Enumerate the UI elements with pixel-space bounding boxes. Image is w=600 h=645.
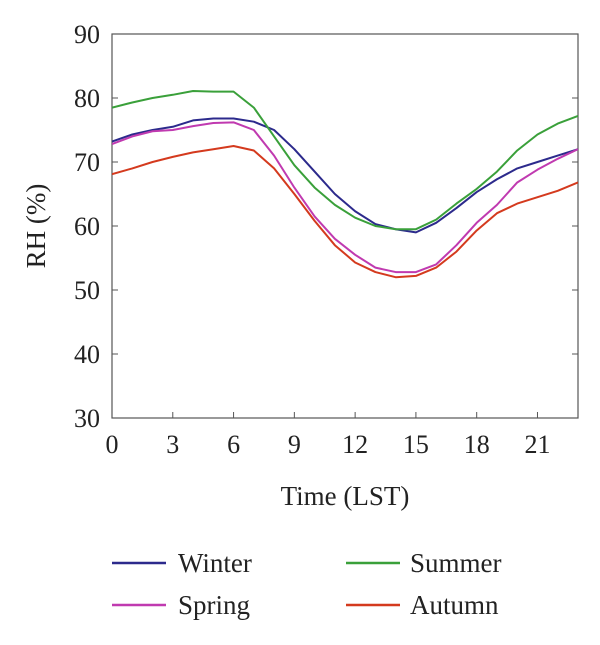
legend: Winter Summer Spring Autumn — [112, 548, 502, 620]
y-tick-label-80: 80 — [74, 84, 100, 113]
x-tick-label-0: 0 — [106, 430, 119, 459]
x-tick-label-6: 6 — [227, 430, 240, 459]
legend-label-summer: Summer — [410, 548, 502, 578]
legend-item-summer: Summer — [346, 548, 502, 578]
x-tick-label-21: 21 — [524, 430, 550, 459]
series-line-autumn — [112, 145, 578, 279]
y-axis-label: RH (%) — [21, 184, 51, 269]
series-layer — [112, 89, 578, 279]
series-line-summer — [112, 89, 578, 231]
y-tick-label-40: 40 — [74, 340, 100, 369]
y-tick-label-50: 50 — [74, 276, 100, 305]
axis-ticks: 0 3 6 9 12 15 18 21 30 40 50 60 70 80 90 — [74, 20, 578, 459]
legend-label-winter: Winter — [178, 548, 252, 578]
series-line-winter — [112, 117, 578, 234]
legend-item-winter: Winter — [112, 548, 252, 578]
y-tick-label-30: 30 — [74, 404, 100, 433]
x-tick-label-3: 3 — [166, 430, 179, 459]
y-tick-label-90: 90 — [74, 20, 100, 49]
x-tick-label-15: 15 — [403, 430, 429, 459]
plot-area-frame — [111, 33, 579, 419]
x-axis-label: Time (LST) — [281, 481, 410, 511]
legend-item-autumn: Autumn — [346, 590, 499, 620]
legend-label-autumn: Autumn — [410, 590, 499, 620]
legend-label-spring: Spring — [178, 590, 250, 620]
x-tick-label-18: 18 — [464, 430, 490, 459]
series-line-spring — [112, 121, 578, 274]
x-tick-label-12: 12 — [342, 430, 368, 459]
y-tick-label-70: 70 — [74, 148, 100, 177]
y-tick-label-60: 60 — [74, 212, 100, 241]
legend-item-spring: Spring — [112, 590, 250, 620]
x-tick-label-9: 9 — [288, 430, 301, 459]
